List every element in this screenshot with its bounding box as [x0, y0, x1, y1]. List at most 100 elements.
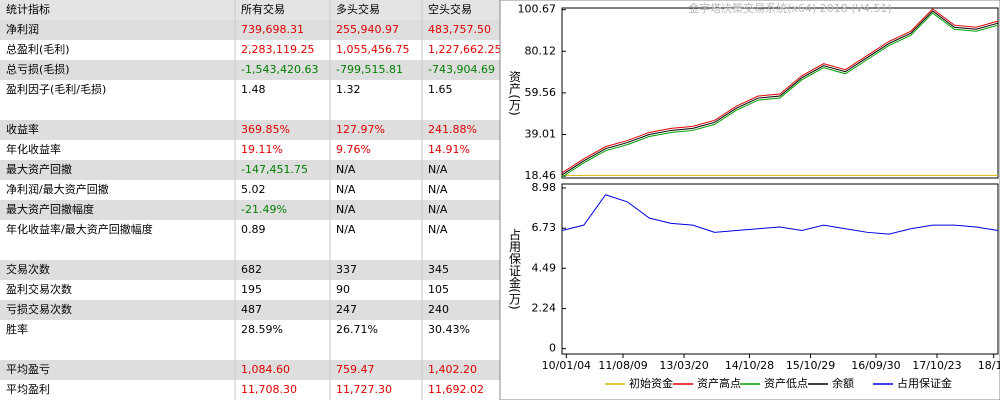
y-tick-label: 0	[549, 342, 556, 355]
cell: 1,084.60	[241, 363, 290, 376]
cell: N/A	[428, 203, 448, 216]
x-tick-label: 17/10/23	[912, 359, 961, 372]
row-label: 总盈利(毛利)	[6, 42, 70, 56]
x-tick-label: 14/10/28	[725, 359, 774, 372]
cell: 0.89	[241, 223, 266, 236]
table-row	[0, 160, 500, 180]
series-line	[561, 8, 999, 174]
cell: -799,515.81	[336, 63, 403, 76]
row-label: 平均盈亏	[6, 363, 50, 376]
cell: 483,757.50	[428, 23, 491, 36]
header-row	[0, 0, 500, 20]
cell: 337	[336, 263, 357, 276]
cell: -21.49%	[241, 203, 287, 216]
legend-label: 资产高点	[697, 376, 741, 390]
table-row	[0, 380, 500, 400]
y-axis-label: 资产(万)	[508, 70, 522, 116]
cell: 26.71%	[336, 323, 378, 336]
cell: 759.47	[336, 363, 375, 376]
header-cell: 空头交易	[428, 2, 472, 16]
cell: 127.97%	[336, 123, 385, 136]
y-tick-label: 18.46	[525, 169, 557, 182]
cell: N/A	[336, 223, 356, 236]
x-tick-label: 13/03/20	[659, 359, 708, 372]
cell: 195	[241, 283, 262, 296]
table-row	[0, 200, 500, 220]
cell: 9.76%	[336, 143, 371, 156]
y-tick-label: 8.98	[532, 181, 557, 194]
table-row	[0, 180, 500, 200]
row-label: 盈利交易次数	[6, 282, 72, 296]
table-row	[0, 60, 500, 80]
y-tick-label: 100.67	[518, 3, 557, 16]
table-row	[0, 120, 500, 140]
cell: 240	[428, 303, 449, 316]
plot-area	[561, 7, 999, 179]
charts: 金字塔决策交易系统(x64) 2018 (V4.51) 资产(万) 18.46 39.…	[508, 1, 1000, 390]
chart-title: 金字塔决策交易系统(x64) 2018 (V4.51)	[688, 1, 892, 15]
spacer-row	[0, 100, 500, 120]
cell: -743,904.69	[428, 63, 495, 76]
row-label: 净利润/最大资产回撤	[6, 182, 109, 196]
plot-area	[561, 183, 999, 355]
cell: N/A	[336, 203, 356, 216]
cell: 5.02	[241, 183, 266, 196]
row-label: 净利润	[6, 22, 39, 36]
legend-label: 初始资金	[629, 376, 673, 390]
y-tick-label: 4.49	[532, 261, 557, 274]
cell: 241.88%	[428, 123, 477, 136]
cell: N/A	[336, 183, 356, 196]
cell: 28.59%	[241, 323, 283, 336]
table-row	[0, 80, 500, 100]
table-row	[0, 40, 500, 60]
cell: N/A	[428, 183, 448, 196]
cell: 90	[336, 283, 350, 296]
row-label: 交易次数	[6, 262, 50, 276]
cell: 369.85%	[241, 123, 290, 136]
table-row	[0, 320, 500, 340]
cell: 1,227,662.25	[428, 43, 501, 56]
row-label: 年化收益率	[6, 142, 61, 156]
cell: -147,451.75	[241, 163, 308, 176]
y-tick-label: 80.12	[525, 44, 557, 57]
y-tick-label: 2.24	[532, 302, 557, 315]
header-cell: 所有交易	[241, 2, 285, 16]
legend-label: 占用保证金	[897, 376, 952, 390]
x-tick-label: 15/10/29	[786, 359, 835, 372]
row-label: 最大资产回撤	[6, 162, 72, 176]
row-label: 最大资产回撤幅度	[6, 202, 94, 216]
cell: 1.65	[428, 83, 453, 96]
series-line	[561, 194, 999, 235]
cell: 105	[428, 283, 449, 296]
cell: N/A	[428, 223, 448, 236]
cell: 255,940.97	[336, 23, 399, 36]
cell: 14.91%	[428, 143, 470, 156]
row-label: 盈利因子(毛利/毛损)	[6, 82, 106, 96]
x-tick-label: 10/01/04	[542, 359, 591, 372]
cell: N/A	[336, 163, 356, 176]
cell: 487	[241, 303, 262, 316]
cell: 1.48	[241, 83, 266, 96]
y-axis-label: 占用保证金(万)	[508, 227, 522, 310]
table-row	[0, 20, 500, 40]
legend-label: 余额	[832, 376, 854, 390]
table-row	[0, 260, 500, 280]
legend-label: 资产低点	[764, 376, 808, 390]
cell: 1,402.20	[428, 363, 477, 376]
y-tick-label: 59.56	[525, 86, 557, 99]
y-tick-label: 6.73	[532, 221, 557, 234]
cell: 2,283,119.25	[241, 43, 314, 56]
series-line	[561, 12, 999, 178]
cell: 11,727.30	[336, 383, 392, 396]
x-tick-label: 16/09/30	[851, 359, 900, 372]
cell: 682	[241, 263, 262, 276]
x-tick-label: 11/08/09	[598, 359, 647, 372]
spacer-row	[0, 340, 500, 360]
series-line	[561, 10, 999, 176]
cell: -1,543,420.63	[241, 63, 318, 76]
row-label: 收益率	[6, 122, 39, 136]
x-tick-label: 18/11	[978, 359, 1000, 372]
